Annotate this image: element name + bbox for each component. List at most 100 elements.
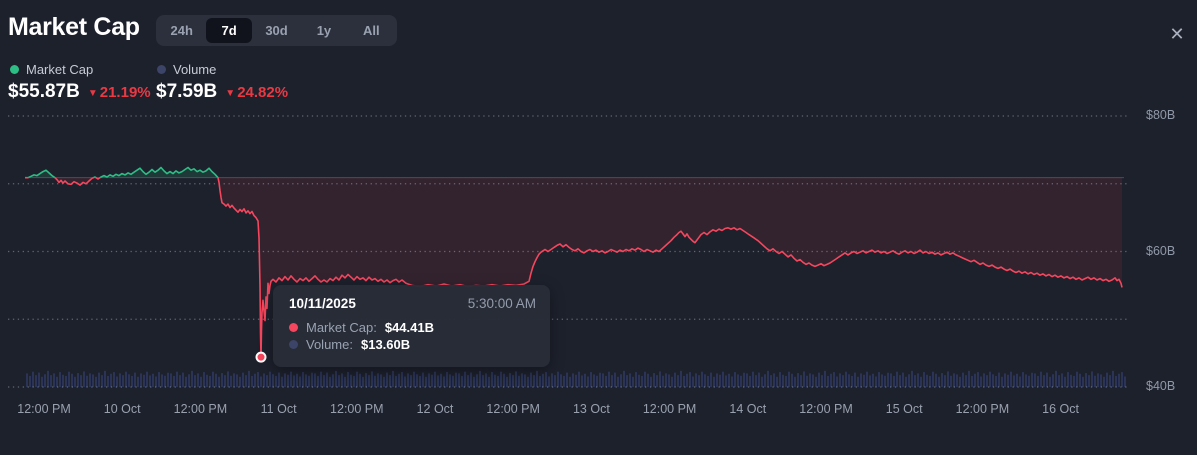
market-cap-dot-icon	[10, 65, 19, 74]
market-cap-change: ▼ 21.19%	[88, 84, 151, 101]
volume-bar	[716, 373, 718, 387]
volume-bar	[266, 375, 268, 387]
volume-bar	[917, 373, 919, 387]
volume-bar	[701, 371, 703, 387]
volume-bar	[581, 375, 583, 387]
volume-bar	[632, 376, 634, 387]
volume-bar	[347, 372, 349, 387]
volume-bar	[86, 375, 88, 387]
volume-bar	[611, 375, 613, 387]
volume-bar	[869, 375, 871, 387]
volume-bar	[515, 371, 517, 387]
volume-bar	[557, 371, 559, 387]
range-button-all[interactable]: All	[349, 18, 394, 43]
volume-bar	[695, 373, 697, 387]
volume-bar	[968, 370, 970, 387]
volume-bar	[1007, 374, 1009, 387]
volume-bar	[1115, 375, 1117, 387]
volume-bar	[908, 374, 910, 387]
volume-bar	[1031, 372, 1033, 387]
x-axis-label: 12:00 PM	[955, 402, 1010, 416]
volume-bar	[389, 375, 391, 387]
range-button-7d[interactable]: 7d	[206, 18, 252, 43]
volume-bar	[833, 372, 835, 387]
volume-bar	[845, 371, 847, 387]
time-range-selector: 24h 7d 30d 1y All	[156, 15, 397, 46]
x-axis-label: 12:00 PM	[486, 402, 540, 416]
volume-bar	[185, 376, 187, 387]
volume-bar	[761, 376, 763, 387]
volume-bar	[914, 375, 916, 387]
close-icon[interactable]: ✕	[1169, 23, 1185, 44]
volume-bar	[191, 370, 193, 387]
volume-bar	[287, 374, 289, 387]
volume-bar	[866, 371, 868, 387]
market-cap-change-value: 21.19%	[99, 84, 151, 101]
volume-bar	[887, 372, 889, 387]
range-button-30d[interactable]: 30d	[254, 18, 299, 43]
volume-bar	[1058, 375, 1060, 387]
volume-bar	[971, 375, 973, 387]
volume-bar	[854, 372, 856, 387]
volume-bar	[197, 373, 199, 387]
tooltip-volume-value: $13.60B	[360, 337, 411, 352]
volume-bar	[1085, 373, 1087, 387]
volume-bar	[242, 372, 244, 387]
range-button-1y[interactable]: 1y	[301, 18, 346, 43]
volume-bar	[1103, 376, 1105, 387]
volume-bar	[497, 375, 499, 387]
volume-bar	[299, 376, 301, 387]
volume-bar	[836, 376, 838, 387]
volume-bar	[416, 374, 418, 387]
volume-bar	[119, 373, 121, 387]
volume-bar	[1055, 370, 1057, 387]
volume-bar	[983, 373, 985, 387]
volume-bar	[50, 375, 52, 387]
volume-bar	[335, 370, 337, 387]
volume-bar	[320, 371, 322, 387]
volume-bar	[776, 376, 778, 387]
volume-bar	[707, 375, 709, 387]
x-axis-label: 12:00 PM	[330, 402, 384, 416]
volume-bar	[665, 373, 667, 387]
volume-bar	[872, 373, 874, 387]
volume-dot-icon	[157, 65, 166, 74]
volume-bar	[248, 370, 250, 387]
volume-bar	[479, 370, 481, 387]
volume-bar	[791, 373, 793, 387]
volume-bar	[1016, 373, 1018, 387]
volume-bar	[770, 375, 772, 387]
volume-bar	[353, 375, 355, 387]
volume-bar	[962, 372, 964, 387]
volume-bar	[503, 373, 505, 387]
range-button-24h[interactable]: 24h	[159, 18, 204, 43]
volume-bar	[899, 375, 901, 387]
volume-bar	[662, 375, 664, 387]
volume-change: ▼ 24.82%	[225, 84, 288, 101]
volume-bar	[773, 373, 775, 387]
volume-bar	[842, 375, 844, 387]
volume-bar	[1121, 372, 1123, 387]
volume-bar	[587, 376, 589, 387]
volume-change-value: 24.82%	[237, 84, 289, 101]
volume-bar	[938, 376, 940, 387]
volume-bar	[821, 375, 823, 387]
volume-bar	[26, 373, 28, 387]
volume-bar	[1034, 373, 1036, 387]
volume-bar	[719, 374, 721, 387]
volume-bar	[95, 376, 97, 387]
volume-bar	[368, 375, 370, 387]
down-arrow-icon: ▼	[87, 88, 98, 99]
volume-bar	[440, 373, 442, 387]
volume-bar	[731, 376, 733, 387]
volume-bar	[1004, 373, 1006, 387]
volume-bar	[989, 371, 991, 387]
volume-bar	[728, 373, 730, 387]
volume-bar	[680, 370, 682, 387]
volume-bar	[1106, 372, 1108, 387]
volume-bar	[182, 372, 184, 387]
volume-bar	[170, 373, 172, 387]
volume-bar	[725, 375, 727, 387]
volume-bar	[941, 373, 943, 387]
volume-bar	[404, 376, 406, 387]
